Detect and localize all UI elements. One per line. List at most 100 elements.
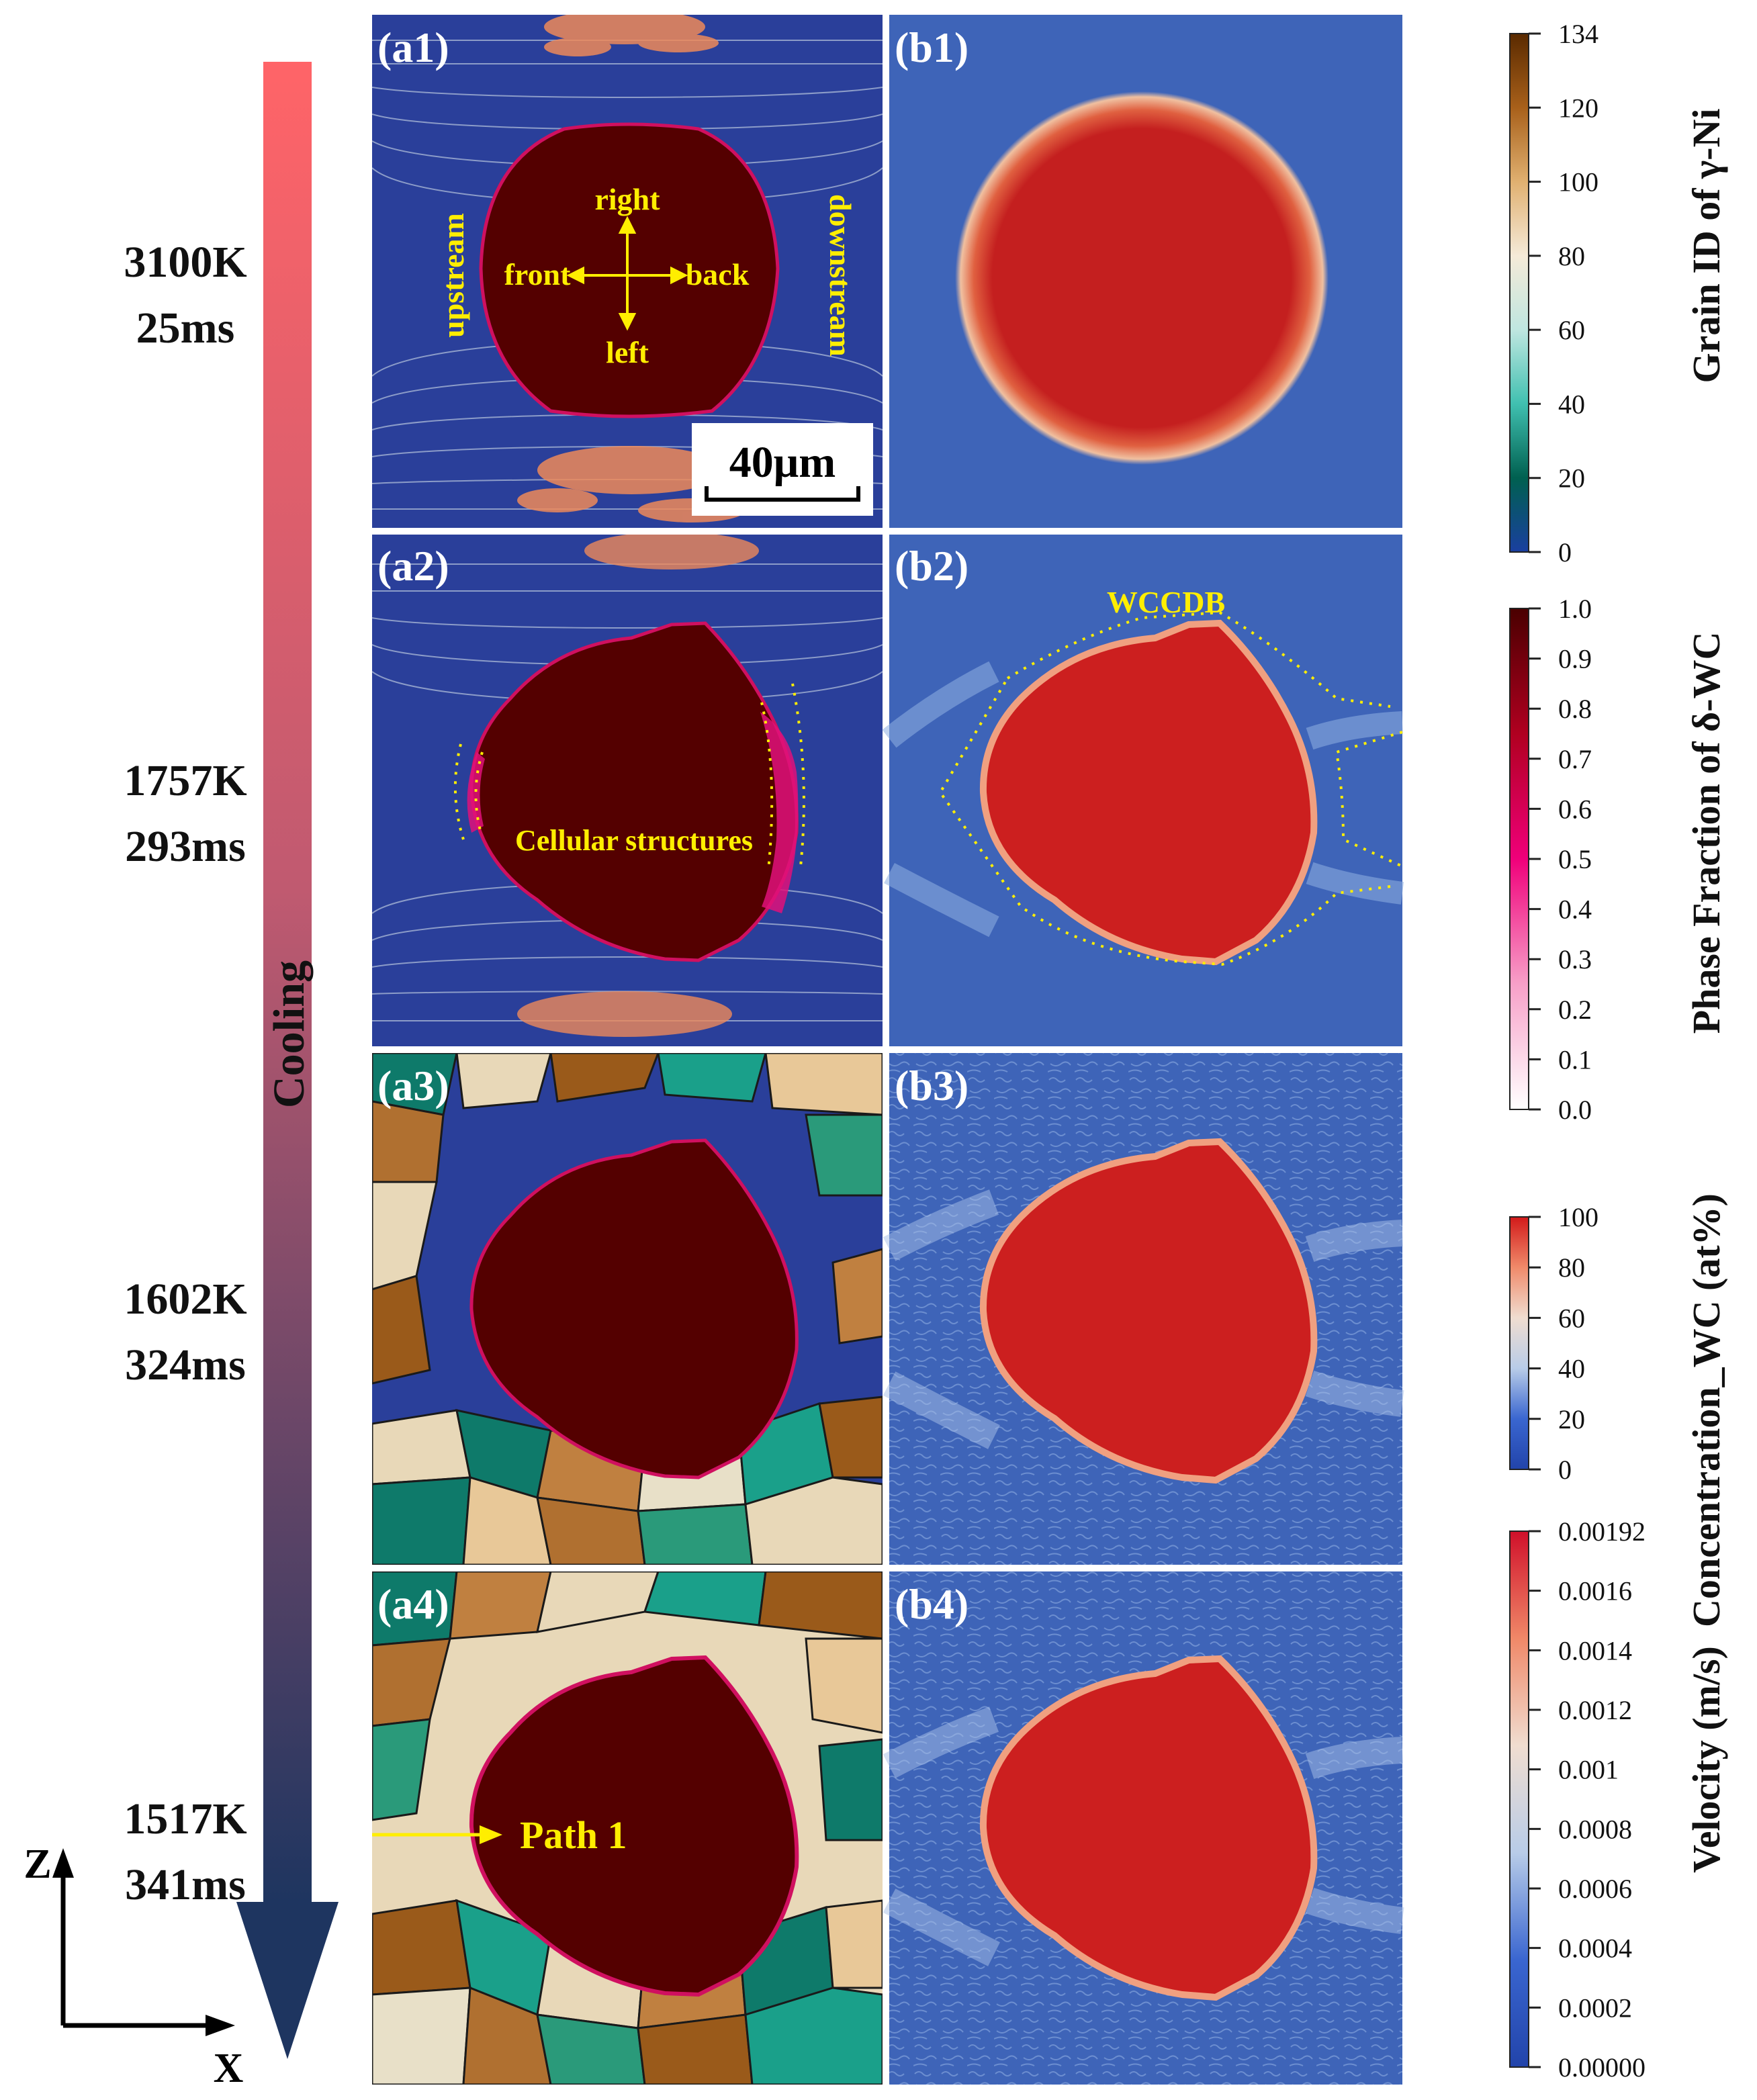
state-4-time: 341ms [125, 1860, 246, 1909]
path-arrow [372, 1825, 502, 1844]
label-left: left [606, 335, 649, 369]
colorbar-ramp [1509, 1531, 1529, 2068]
colorbar-tick-label: 0.6 [1558, 794, 1592, 824]
panel-a1: right left front back upstream downstrea… [372, 15, 883, 528]
colorbar-tick-label: 0.9 [1558, 644, 1592, 674]
colorbar-tick-label: 0.7 [1558, 744, 1592, 774]
colorbar-tick-label: 0.5 [1558, 844, 1592, 874]
panel-label-b4: (b4) [895, 1580, 968, 1628]
z-axis-label: Z [24, 1841, 51, 1887]
state-2-time: 293ms [125, 822, 246, 871]
colorbar-title: Concentration_WC (at%) [1684, 1193, 1728, 1627]
state-4-temp: 1517K [124, 1794, 246, 1843]
panel-label-a2: (a2) [377, 542, 449, 590]
state-labels: 3100K 25ms 1757K 293ms 1602K 324ms 1517K… [124, 238, 246, 1909]
colorbar-4: 0.00192 0.0016 0.0014 0.0012 0.001 0.0008 0.00… [1509, 1516, 1728, 2083]
colorbar-tick-label: 0.0002 [1558, 1993, 1632, 2023]
scale-bar-label: 40μm [729, 438, 836, 487]
wc-particle [479, 122, 780, 418]
colorbar-tick-label: 0.0 [1558, 1095, 1592, 1125]
state-2-temp: 1757K [124, 756, 246, 805]
colorbar-tick-label: 60 [1558, 315, 1585, 345]
colorbar-tick-label: 0 [1558, 537, 1572, 567]
state-1-temp: 3100K [124, 238, 246, 287]
panel-a4: Path 1 [372, 1571, 883, 2085]
colorbar-tick-label: 0.00000 [1558, 2052, 1646, 2083]
colorbar-tick-label: 0.0006 [1558, 1874, 1632, 1904]
colorbar-tick-label: 0.0016 [1558, 1576, 1632, 1606]
colorbar-tick-label: 0.0014 [1558, 1635, 1632, 1665]
panel-label-a3: (a3) [377, 1062, 449, 1109]
colorbar-2: 1.0 0.9 0.8 0.7 0.6 0.5 0.4 0.3 0.2 0.1 0.0 Phase F… [1509, 594, 1728, 1125]
label-back: back [686, 257, 750, 291]
panel-label-a4: (a4) [377, 1580, 449, 1628]
colorbar-tick-label: 40 [1558, 389, 1585, 419]
colorbar-tick-label: 0.0004 [1558, 1933, 1632, 1964]
colorbar-ramp [1509, 33, 1529, 553]
panel-b1 [889, 15, 1402, 528]
depletion-streaks [883, 1706, 1404, 1966]
colorbar-ramp [1509, 1216, 1529, 1470]
colorbar-tick-label: 0.8 [1558, 694, 1592, 724]
panel-label-b1: (b1) [895, 24, 968, 71]
state-1-time: 25ms [136, 304, 235, 353]
colorbar-1: 134 120 100 80 60 40 20 0 Grain ID of γ-Ni [1509, 19, 1728, 567]
label-front: front [504, 257, 571, 291]
colorbar-tick-label: 60 [1558, 1303, 1585, 1333]
cooling-arrow: Cooling [236, 62, 339, 2059]
colorbar-tick-label: 20 [1558, 463, 1585, 494]
grain-mosaic [372, 1571, 883, 2085]
colorbar-tick-label: 0 [1558, 1455, 1572, 1485]
colorbar-tick-label: 120 [1558, 93, 1598, 123]
panel-b3 [883, 1053, 1404, 1565]
colorbar-3: 100 80 60 40 20 0 Concentration_WC (at%) [1509, 1193, 1728, 1627]
colorbar-title: Phase Fraction of δ-WC [1684, 632, 1728, 1034]
colorbar-tick-label: 20 [1558, 1404, 1585, 1434]
colorbar-tick-label: 0.2 [1558, 995, 1592, 1025]
colorbar-tick-label: 40 [1558, 1354, 1585, 1384]
x-axis-label: X [214, 2046, 244, 2091]
colorbar-tick-label: 0.4 [1558, 895, 1592, 925]
wc-particle [469, 1655, 799, 1997]
velocity-glyphs-top [544, 15, 719, 56]
wc-particle [469, 1138, 799, 1479]
wc-disk [979, 619, 1318, 966]
colorbar-tick-label: 0.3 [1558, 944, 1592, 974]
label-path-1: Path 1 [520, 1813, 627, 1857]
colorbar-tick-label: 0.0012 [1558, 1695, 1632, 1725]
panel-a2: Cellular structures [372, 535, 883, 1046]
axis-triad: Z X [24, 1841, 243, 2091]
velocity-glyphs [517, 535, 759, 1037]
label-downstream: downstream [823, 194, 858, 357]
scale-bar: 40μm [692, 423, 873, 516]
label-upstream: upstream [436, 213, 470, 338]
colorbar-tick-label: 80 [1558, 1252, 1585, 1283]
panel-label-a1: (a1) [377, 24, 449, 71]
label-wccdb: WCCDB [1107, 585, 1225, 619]
colorbar-tick-label: 0.1 [1558, 1044, 1592, 1075]
state-3-time: 324ms [125, 1340, 246, 1389]
depletion-streaks [882, 661, 1404, 938]
wc-disk [955, 91, 1328, 465]
label-right: right [594, 182, 660, 216]
panel-b2: WCCDB [882, 535, 1404, 1046]
colorbars: 134 120 100 80 60 40 20 0 Grain ID of γ-Ni 1.0 0.9… [1509, 19, 1728, 2083]
panel-b4 [883, 1571, 1404, 2085]
colorbar-tick-label: 0.001 [1558, 1755, 1619, 1785]
colorbar-tick-label: 1.0 [1558, 594, 1592, 624]
wc-disk [979, 1138, 1318, 1484]
cellular-outlines [453, 683, 805, 871]
panel-a3 [372, 1053, 883, 1565]
colorbar-tick-label: 134 [1558, 19, 1598, 49]
panel-label-b3: (b3) [895, 1062, 968, 1109]
label-cellular: Cellular structures [515, 824, 753, 857]
wc-disk [979, 1655, 1318, 2001]
colorbar-title: Velocity (m/s) [1684, 1646, 1728, 1873]
colorbar-tick-label: 100 [1558, 167, 1598, 197]
colorbar-title: Grain ID of γ-Ni [1684, 109, 1728, 383]
cooling-label: Cooling [265, 960, 314, 1108]
depletion-streaks [883, 1189, 1404, 1449]
colorbar-tick-label: 0.0008 [1558, 1814, 1632, 1844]
colorbar-tick-label: 100 [1558, 1202, 1598, 1232]
